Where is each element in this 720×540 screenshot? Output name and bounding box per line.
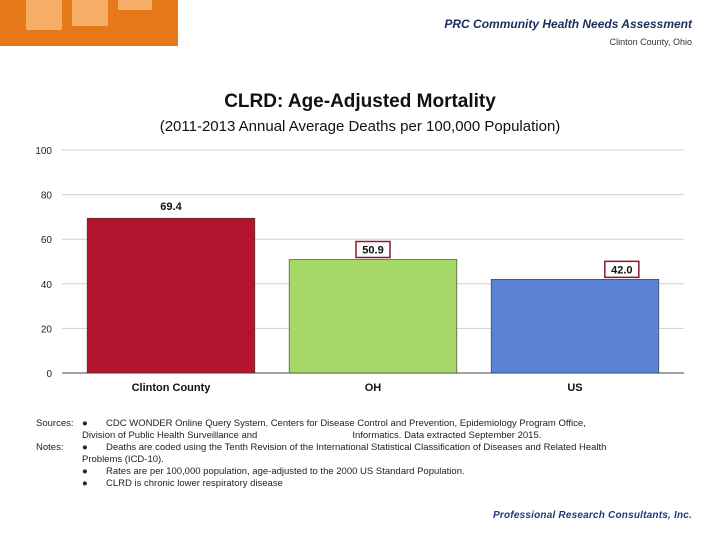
chart-title: CLRD: Age-Adjusted Mortality [224, 91, 496, 112]
y-tick-label: 80 [41, 191, 53, 202]
value-label: 42.0 [611, 264, 632, 276]
source-entry: Sources: ● CDC WONDER Online Query Syste… [36, 418, 686, 430]
value-label-box [604, 260, 640, 279]
report-title: PRC Community Health Needs Assessment [444, 17, 692, 31]
prc-logo-text: Professional Research Consultants, Inc. [493, 510, 692, 521]
note-text: CLRD is chronic lower respiratory diseas… [106, 478, 283, 489]
sources-label: Sources: [36, 418, 74, 429]
value-label: 50.9 [362, 244, 383, 256]
brand-logo-block [0, 0, 178, 46]
bar [86, 217, 256, 374]
y-tick-label: 60 [41, 235, 53, 246]
bullet-icon: ● [82, 418, 88, 429]
y-tick-label: 40 [41, 280, 53, 291]
note-entry: ● CLRD is chronic lower respiratory dise… [36, 478, 686, 490]
category-label: OH [365, 382, 382, 394]
bar [490, 279, 660, 374]
source-text: CDC WONDER Online Query System. Centers … [106, 418, 586, 429]
y-tick-label: 20 [41, 324, 53, 335]
logo-square [118, 0, 152, 10]
note-text: Deaths are coded using the Tenth Revisio… [106, 442, 607, 453]
category-label: US [567, 382, 582, 394]
bullet-icon: ● [82, 466, 88, 477]
source-text-continued: Division of Public Health Surveillance a… [82, 430, 542, 441]
note-text-continued: Problems (ICD-10). [82, 454, 164, 465]
bar [288, 259, 458, 374]
chart-subtitle: (2011-2013 Annual Average Deaths per 100… [159, 118, 561, 135]
logo-square [72, 0, 108, 26]
report-location: Clinton County, Ohio [609, 37, 692, 47]
sources-notes: Sources: ● CDC WONDER Online Query Syste… [36, 418, 686, 490]
note-entry: Notes: ● Deaths are coded using the Tent… [36, 442, 686, 454]
bullet-icon: ● [82, 442, 88, 453]
y-tick-label: 100 [35, 146, 52, 157]
bullet-icon: ● [82, 478, 88, 489]
y-tick-label: 0 [46, 369, 52, 380]
note-text: Rates are per 100,000 population, age-ad… [106, 466, 465, 477]
notes-label: Notes: [36, 442, 64, 453]
logo-square [26, 0, 62, 30]
note-entry: ● Rates are per 100,000 population, age-… [36, 466, 686, 478]
value-label: 69.4 [160, 201, 182, 213]
value-label-box [355, 240, 391, 259]
category-label: Clinton County [132, 382, 212, 394]
